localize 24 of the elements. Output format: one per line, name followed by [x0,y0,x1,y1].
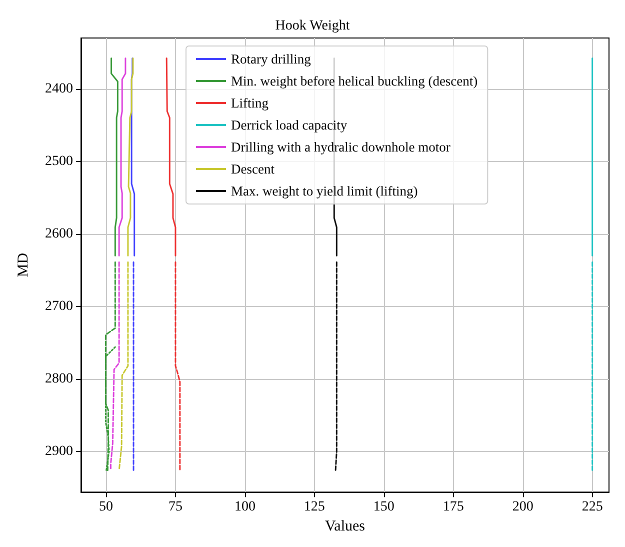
legend-label: Drilling with a hydralic downhole motor [231,140,451,154]
legend-label: Max. weight to yield limit (lifting) [231,184,418,198]
x-tick-label: 125 [304,500,325,515]
legend-label: Rotary drilling [231,52,312,66]
x-tick-label: 50 [99,500,114,515]
y-tick-label: 2900 [45,444,73,459]
y-tick-label: 2800 [45,371,73,386]
y-tick-label: 2600 [45,226,73,242]
legend-label: Lifting [231,96,269,110]
y-tick-label: 2400 [45,81,73,96]
x-axis-title: Values [325,518,366,534]
x-tick-label: 200 [512,500,534,515]
chart-title: Hook Weight [275,18,350,34]
legend-label: Derrick load capacity [231,118,348,132]
y-tick-label: 2700 [45,298,73,314]
y-axis-title: MD [16,252,32,278]
x-tick-label: 150 [373,500,394,515]
y-tick-label: 2500 [45,154,73,169]
x-tick-label: 175 [442,500,464,515]
x-tick-label: 100 [234,500,256,515]
legend-label: Min. weight before helical buckling (descent) [231,74,478,88]
x-tick-label: 75 [168,500,182,515]
legend-label: Descent [231,162,275,176]
x-tick-label: 225 [582,500,603,515]
